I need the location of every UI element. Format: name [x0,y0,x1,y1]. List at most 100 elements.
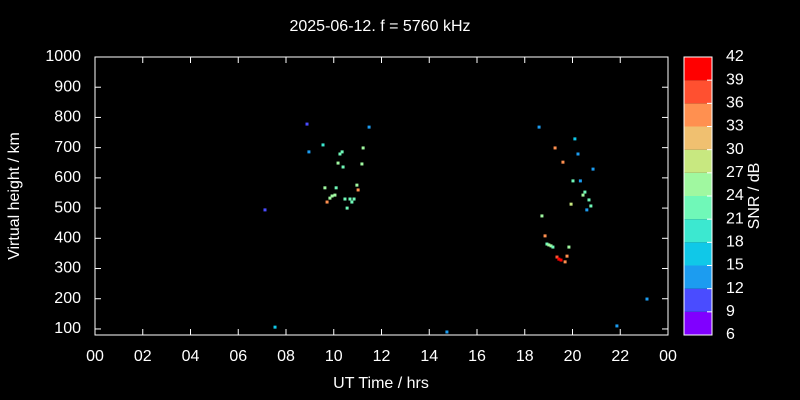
x-tick-label: 08 [277,348,295,365]
colorbar-tick-label: 39 [726,71,744,88]
colorbar-band [684,242,712,266]
point [571,179,575,183]
point [549,244,553,248]
colorbar-tick-label: 9 [726,303,735,320]
point [263,208,267,212]
colorbar-band [684,103,712,127]
x-tick-label: 00 [659,348,677,365]
x-tick-label: 12 [373,348,391,365]
colorbar-tick-label: 27 [726,164,744,181]
point [350,200,354,204]
point [565,254,569,258]
y-tick-label: 400 [54,230,81,247]
point [563,260,567,264]
y-axis-label: Virtual height / km [6,132,23,260]
colorbar-tick-label: 33 [726,118,744,135]
point [305,122,309,126]
point [537,125,541,129]
point [323,186,327,190]
point [307,150,311,154]
colorbar-tick-label: 30 [726,141,744,158]
point [587,198,591,202]
x-tick-label: 10 [325,348,343,365]
point [559,258,563,262]
colorbar-tick-label: 6 [726,326,735,343]
point [360,162,364,166]
colorbar-label: SNR / dB [746,163,763,230]
point [338,152,342,156]
colorbar-tick-label: 12 [726,280,744,297]
point [615,324,619,328]
point [573,137,577,141]
y-tick-label: 800 [54,109,81,126]
colorbar-band [684,196,712,220]
colorbar-band [684,126,712,150]
point [348,197,352,201]
point [334,186,338,190]
colorbar-band [684,288,712,312]
x-tick-label: 20 [564,348,582,365]
x-tick-label: 02 [134,348,152,365]
y-tick-label: 500 [54,199,81,216]
x-tick-label: 16 [468,348,486,365]
point [273,325,277,329]
point [355,183,359,187]
point [553,146,557,150]
x-axis-label: UT Time / hrs [333,375,429,392]
point [645,297,649,301]
point [336,161,340,165]
point [352,197,356,201]
y-tick-label: 600 [54,169,81,186]
x-tick-label: 00 [86,348,104,365]
point [551,245,555,249]
point [583,190,587,194]
y-tick-label: 300 [54,260,81,277]
colorbar-band [684,57,712,81]
colorbar-band [684,219,712,243]
point [340,150,344,154]
point [591,167,595,171]
point [540,214,544,218]
colorbar-tick-label: 42 [726,48,744,65]
colorbar-tick-label: 21 [726,210,744,227]
point [576,152,580,156]
colorbar-tick-label: 24 [726,187,744,204]
point [557,257,561,261]
point [545,242,549,246]
y-tick-label: 900 [54,78,81,95]
point [343,197,347,201]
point [361,146,365,150]
point [561,160,565,164]
colorbar-band [684,311,712,335]
colorbar-band [684,149,712,173]
colorbar-band [684,80,712,104]
point [569,202,573,206]
point [543,234,547,238]
point [325,200,329,204]
x-tick-label: 04 [182,348,200,365]
point [581,193,585,197]
point [321,143,325,147]
point [585,208,589,212]
point [330,194,334,198]
point [341,165,345,169]
colorbar-band [684,265,712,289]
colorbar-tick-label: 15 [726,257,744,274]
chart-title: 2025-06-12. f = 5760 kHz [289,18,470,35]
point [328,196,332,200]
x-tick-label: 18 [516,348,534,365]
point [555,255,559,259]
point [547,243,551,247]
point [356,188,360,192]
y-tick-label: 200 [54,290,81,307]
y-tick-label: 100 [54,320,81,337]
x-tick-label: 22 [611,348,629,365]
point [367,125,371,129]
colorbar-band [684,172,712,196]
y-tick-label: 1000 [45,48,81,65]
point [567,245,571,249]
colorbar-tick-label: 36 [726,95,744,112]
point [345,206,349,210]
point [578,179,582,183]
